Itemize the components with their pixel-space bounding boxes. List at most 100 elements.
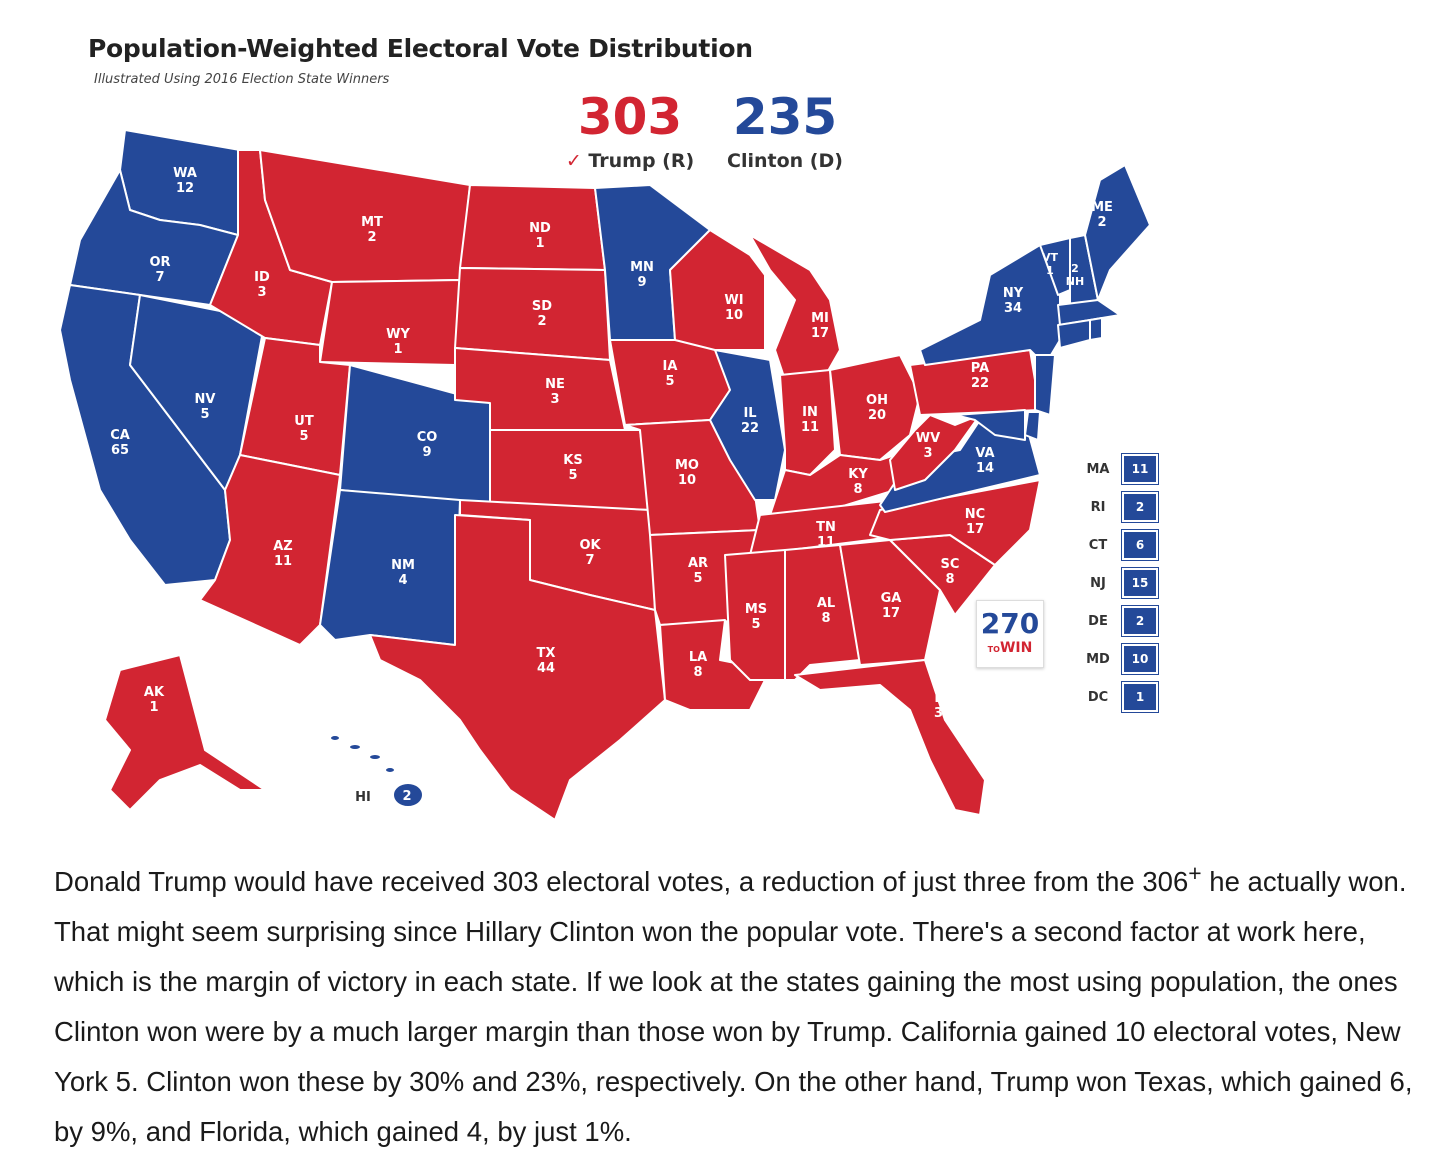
label-MT: MT [361, 215, 383, 230]
republican-total: 303 [577, 88, 683, 146]
svg-text:MT2: MT 2 [361, 215, 383, 245]
svg-text:KS5: KS 5 [563, 453, 582, 483]
label-OK: OK [579, 538, 601, 553]
democrat-tally: 235 Clinton (D) [705, 90, 865, 172]
votes-IL: 22 [741, 421, 759, 436]
svg-text:ID3: ID 3 [254, 270, 270, 300]
svg-text:NV5: NV 5 [195, 392, 216, 422]
small-state-row: MA 11 [1078, 450, 1158, 488]
votes-TN: 11 [817, 535, 835, 550]
logo-win: WIN [999, 640, 1033, 656]
svg-text:OR7: OR 7 [149, 255, 170, 285]
label-SD: SD [532, 299, 552, 314]
votes-AL: 8 [821, 611, 830, 626]
label-VA: VA [975, 446, 994, 461]
small-state-row: DE 2 [1078, 602, 1158, 640]
votes-NV: 5 [200, 407, 209, 422]
label-TN: TN [816, 520, 836, 535]
caption-text-1: Donald Trump would have received 303 ele… [54, 866, 1189, 898]
votes-CO: 9 [422, 445, 431, 460]
votes-OH: 20 [868, 408, 886, 423]
state-WY [319, 279, 461, 366]
label-FL: FL [934, 691, 951, 706]
state-IL [709, 349, 786, 501]
votes-NC: 17 [966, 522, 984, 537]
label-IA: IA [663, 359, 678, 374]
label-NE: NE [545, 377, 565, 392]
label-CO: CO [417, 430, 438, 445]
label-NV: NV [195, 392, 216, 407]
votes-KY: 8 [853, 482, 862, 497]
svg-text:OK7: OK 7 [579, 538, 601, 568]
votes-NM: 4 [398, 573, 407, 588]
label-AR: AR [688, 556, 708, 571]
check-icon: ✓ [565, 150, 582, 172]
votes-MI: 17 [811, 326, 829, 341]
svg-text:MN9: MN 9 [630, 260, 654, 290]
votes-ID: 3 [257, 285, 266, 300]
label-OR: OR [149, 255, 170, 270]
label-MO: MO [675, 458, 699, 473]
label-CA: CA [110, 428, 130, 443]
democrat-name: Clinton (D) [727, 150, 843, 172]
label-VT: VT [1042, 251, 1059, 264]
votes-WA: 12 [176, 181, 194, 196]
small-state-row: DC 1 [1078, 678, 1158, 716]
caption-superscript: + [1188, 860, 1202, 886]
svg-text:WV3: WV 3 [916, 431, 940, 461]
small-state-abbr: MA [1086, 461, 1110, 477]
votes-IA: 5 [665, 374, 674, 389]
label-ND: ND [529, 221, 551, 236]
state-SD [454, 267, 611, 361]
svg-text:NE3: NE 3 [545, 377, 565, 407]
state-HI [329, 734, 424, 808]
votes-ME: 2 [1097, 215, 1106, 230]
small-state-votes: 1 [1122, 682, 1158, 712]
map-subtitle: Illustrated Using 2016 Election State Wi… [94, 72, 390, 87]
logo-number: 270 [980, 607, 1040, 640]
state-WI [669, 229, 766, 351]
small-state-votes: 15 [1122, 568, 1158, 598]
small-states-legend: MA 11 RI 2 CT 6 NJ 15 DE 2 MD 10 DC 1 [1078, 450, 1158, 716]
democrat-total: 235 [732, 88, 838, 146]
svg-text:LA8: LA 8 [689, 650, 707, 680]
state-AZ [199, 454, 341, 646]
small-state-row: CT 6 [1078, 526, 1158, 564]
votes-FL: 33 [934, 706, 952, 721]
state-MD [954, 409, 1026, 441]
votes-VA: 14 [976, 461, 994, 476]
state-DE [1024, 411, 1041, 441]
votes-GA: 17 [882, 606, 900, 621]
svg-text:WY1: WY 1 [386, 327, 410, 357]
votes-UT: 5 [299, 429, 308, 444]
votes-ND: 1 [535, 236, 544, 251]
label-NH: NH [1066, 275, 1084, 288]
svg-text:SD2: SD 2 [532, 299, 552, 329]
label-SC: SC [941, 557, 960, 572]
small-state-votes: 6 [1122, 530, 1158, 560]
small-state-votes: 2 [1122, 492, 1158, 522]
votes-NH: 2 [1071, 262, 1079, 275]
votes-AR: 5 [693, 571, 702, 586]
label-MS: MS [745, 602, 767, 617]
small-state-row: RI 2 [1078, 488, 1158, 526]
svg-text:UT5: UT 5 [294, 414, 314, 444]
label-UT: UT [294, 414, 314, 429]
state-TX [369, 514, 666, 821]
small-state-row: MD 10 [1078, 640, 1158, 678]
small-state-votes: 2 [1122, 606, 1158, 636]
logo-text: TOWIN [977, 641, 1043, 657]
svg-text:MS5: MS 5 [745, 602, 767, 632]
svg-text:IA5: IA 5 [663, 359, 678, 389]
svg-text:SC8: SC 8 [941, 557, 960, 587]
